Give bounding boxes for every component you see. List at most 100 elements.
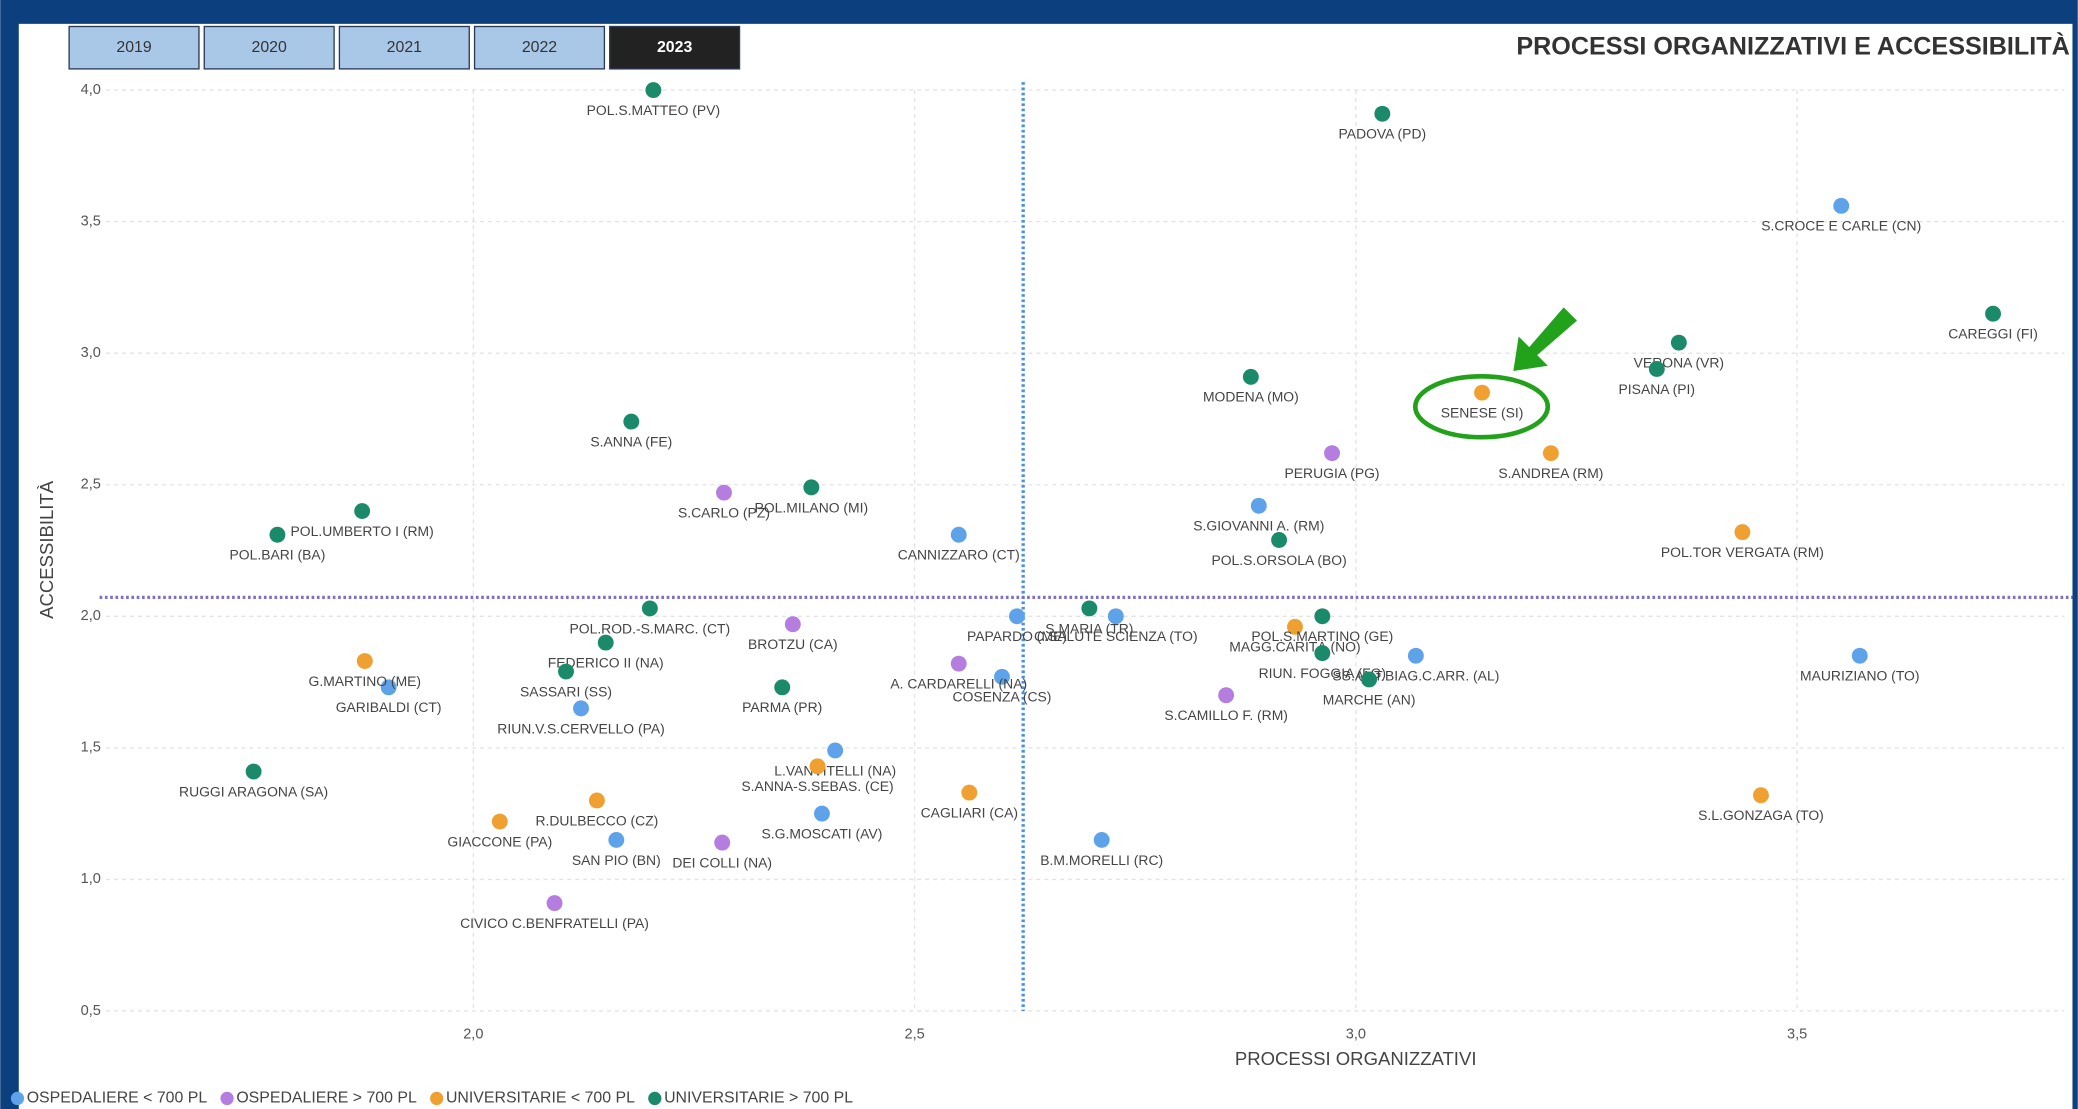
year-button[interactable]	[203, 25, 335, 70]
point	[994, 668, 1010, 685]
legend-label: UNIVERSITARIE > 700 PL	[664, 1090, 853, 1107]
point	[558, 663, 574, 680]
point-label: FEDERICO II (NA)	[548, 654, 664, 670]
year-button-label[interactable]: 2021	[387, 39, 422, 56]
point	[491, 813, 508, 830]
point	[961, 784, 978, 801]
point	[380, 679, 397, 696]
point	[608, 831, 625, 848]
point-label: POL.TOR VERGATA (RM)	[1661, 544, 1824, 560]
point	[1833, 197, 1850, 214]
point	[1093, 831, 1110, 848]
point-label: PARMA (PR)	[742, 699, 822, 715]
point	[813, 805, 830, 822]
legend-marker	[220, 1091, 234, 1106]
point	[803, 479, 820, 496]
point	[1009, 608, 1025, 625]
year-button[interactable]	[68, 25, 200, 70]
point	[1287, 618, 1303, 635]
point-label: MODENA (MO)	[1203, 389, 1299, 405]
point-label: MAURIZIANO (TO)	[1800, 668, 1919, 684]
legend: OSPEDALIERE < 700 PL OSPEDALIERE > 700 PL…	[10, 1090, 853, 1107]
year-button-label[interactable]: 2019	[116, 39, 151, 56]
point-label: B.M.MORELLI (RC)	[1040, 852, 1163, 868]
point	[827, 742, 844, 759]
point-label: A. CARDARELLI (NA)	[890, 676, 1027, 692]
point-label: S.ANNA (FE)	[590, 433, 672, 449]
point-label: GARIBALDI (CT)	[336, 699, 442, 715]
point-label: POL.UMBERTO I (RM)	[291, 523, 434, 539]
year-button-label[interactable]: 2023	[657, 39, 692, 56]
point	[597, 634, 614, 651]
point-label: SENESE (SI)	[1441, 405, 1524, 421]
point-label: DEI COLLI (NA)	[672, 854, 772, 870]
point-label: SASSARI (SS)	[520, 683, 612, 699]
point-label: COSENZA (CS)	[953, 689, 1052, 705]
point-label: CAGLIARI (CA)	[921, 804, 1018, 820]
point-label: RUGGI ARAGONA (SA)	[179, 783, 328, 799]
x-tick-label: 2,5	[904, 1027, 924, 1043]
point	[1407, 647, 1424, 664]
legend-marker	[430, 1091, 444, 1106]
x-tick-label: 2,0	[463, 1027, 483, 1043]
point-label: CIVICO C.BENFRATELLI (PA)	[460, 915, 649, 931]
y-tick-label: 1,5	[81, 740, 101, 756]
year-button-label[interactable]: 2022	[522, 39, 557, 56]
point	[1752, 787, 1769, 804]
point	[784, 616, 801, 633]
point	[1324, 445, 1340, 462]
point-label: PISANA (PI)	[1619, 381, 1696, 397]
point	[774, 679, 791, 696]
point	[1361, 671, 1378, 688]
point	[1218, 687, 1235, 704]
point-label: S.L.GONZAGA (TO)	[1698, 807, 1824, 823]
x-axis-label: PROCESSI ORGANIZZATIVI	[1235, 1048, 1477, 1069]
panel	[18, 23, 2073, 1109]
point	[269, 526, 286, 543]
point-label: POL.ROD.-S.MARC. (CT)	[570, 620, 731, 636]
point	[546, 895, 563, 912]
point	[573, 700, 589, 717]
y-tick-label: 2,0	[81, 608, 101, 624]
point-label: POL.S.ORSOLA (BO)	[1211, 552, 1346, 568]
year-button-label[interactable]: 2020	[252, 39, 287, 56]
point-label: S.G.MOSCATI (AV)	[762, 825, 883, 841]
point	[354, 503, 371, 520]
highlight-ellipse	[1412, 373, 1551, 440]
y-tick-label: 3,5	[81, 213, 101, 229]
x-tick-label: 3,0	[1346, 1027, 1366, 1043]
point-label: S.ANDREA (RM)	[1498, 465, 1603, 481]
point	[356, 653, 373, 669]
point	[623, 413, 640, 430]
point	[1271, 532, 1288, 548]
point-label: RIUN.V.S.CERVELLO (PA)	[497, 720, 664, 736]
legend-label: UNIVERSITARIE < 700 PL	[446, 1090, 635, 1107]
y-axis-label: ACCESSIBILITÀ	[36, 480, 57, 619]
reference-lines	[99, 82, 2073, 1011]
point-label: S.GIOVANNI A. (RM)	[1193, 518, 1324, 534]
year-button[interactable]	[473, 25, 606, 70]
point	[245, 763, 262, 780]
point-label: S.MARIA (TR)	[1045, 620, 1133, 636]
point-label: PADOVA (PD)	[1339, 126, 1427, 142]
legend-marker	[10, 1091, 25, 1106]
y-tick-label: 0,5	[81, 1003, 101, 1019]
point	[1985, 305, 2001, 322]
point-label: S.CROCE E CARLE (CN)	[1761, 218, 1921, 234]
point-label: G.MARTINO (ME)	[309, 673, 422, 689]
highlight-arrow	[1513, 307, 1577, 371]
point-label: R.DULBECCO (CZ)	[535, 812, 658, 828]
point-label: PAPARDO (ME)	[967, 628, 1067, 644]
point	[809, 758, 826, 775]
point	[1081, 600, 1098, 617]
point	[1648, 361, 1665, 377]
point	[588, 792, 605, 809]
point-label: POL.S.MARTINO (GE)	[1251, 628, 1393, 644]
year-button[interactable]	[338, 25, 470, 70]
point	[714, 834, 731, 851]
year-button[interactable]	[609, 25, 741, 70]
point-label: BROTZU (CA)	[748, 636, 838, 652]
y-tick-label: 3,0	[81, 345, 101, 361]
point-label: VERONA (VR)	[1634, 355, 1724, 371]
